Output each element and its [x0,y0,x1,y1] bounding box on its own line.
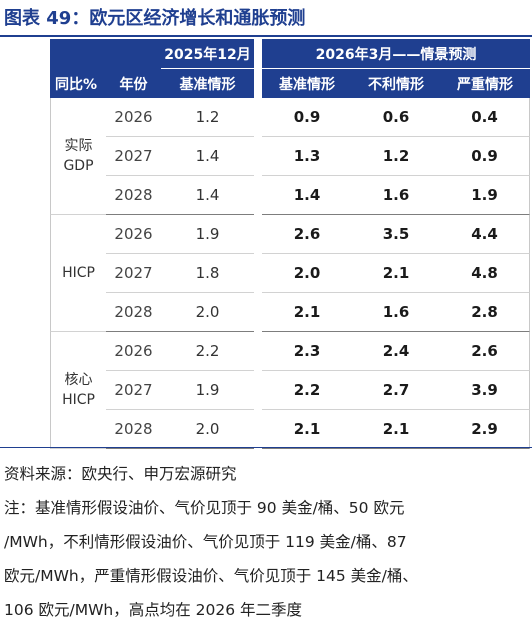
cell-dec-baseline: 1.4 [161,176,254,215]
cell-mar-severe: 1.9 [440,176,531,215]
cell-gap [254,176,262,215]
header-col-mar-adverse: 不利情形 [352,69,440,98]
header-empty-cell [50,39,106,69]
table-row: 2027 1.4 1.3 1.2 0.9 [50,137,531,176]
cell-gap [254,410,262,449]
cell-mar-adverse: 1.6 [352,176,440,215]
group-label-line: HICP [62,265,95,281]
cell-gap [254,371,262,410]
group-label-line: HICP [62,392,95,408]
table-row: 2027 1.9 2.2 2.7 3.9 [50,371,531,410]
header-col-year: 年份 [106,69,161,98]
group-label-line: GDP [63,158,94,174]
header-col-mar-baseline: 基准情形 [262,69,352,98]
cell-dec-baseline: 1.2 [161,98,254,137]
header-group-mar2026: 2026年3月——情景预测 [262,39,531,69]
header-row-groups: 2025年12月 2026年3月——情景预测 [50,39,531,69]
header-col-yoy: 同比% [50,69,106,98]
cell-mar-severe: 4.4 [440,215,531,254]
cell-gap [254,137,262,176]
header-col-dec-baseline: 基准情形 [161,69,254,98]
cell-mar-baseline: 2.3 [262,332,352,371]
note-line: /MWh，不利情形假设油价、气价见顶于 119 美金/桶、87 [4,533,407,551]
cell-mar-severe: 0.4 [440,98,531,137]
cell-mar-adverse: 1.6 [352,293,440,332]
cell-year: 2027 [106,371,161,410]
table-row: 2028 2.0 2.1 2.1 2.9 [50,410,531,449]
note-line: 欧元/MWh，严重情形假设油价、气价见顶于 145 美金/桶、 [4,567,418,585]
cell-mar-adverse: 2.7 [352,371,440,410]
cell-mar-severe: 2.9 [440,410,531,449]
cell-gap [254,293,262,332]
cell-mar-baseline: 1.3 [262,137,352,176]
cell-mar-adverse: 2.1 [352,410,440,449]
cell-mar-severe: 3.9 [440,371,531,410]
source-line: 资料来源：欧央行、申万宏源研究 [4,465,237,483]
cell-dec-baseline: 1.8 [161,254,254,293]
cell-mar-severe: 2.8 [440,293,531,332]
cell-year: 2026 [106,215,161,254]
cell-mar-adverse: 0.6 [352,98,440,137]
cell-year: 2027 [106,254,161,293]
cell-mar-baseline: 2.2 [262,371,352,410]
cell-gap [254,98,262,137]
group-label-line: 实际 [64,138,93,154]
cell-mar-baseline: 0.9 [262,98,352,137]
table-row: HICP 2026 1.9 2.6 3.5 4.4 [50,215,531,332]
header-gap [254,69,262,98]
table-row: 核心 HICP 2026 2.2 2.3 2.4 2.6 [50,332,531,449]
cell-year: 2028 [106,293,161,332]
cell-year: 2028 [106,410,161,449]
table-bottom-rule [0,447,532,448]
cell-dec-baseline: 1.4 [161,137,254,176]
page-title: 图表 49：欧元区经济增长和通胀预测 [4,8,306,29]
note-line: 106 欧元/MWh，高点均在 2026 年二季度 [4,601,303,619]
cell-mar-adverse: 2.4 [352,332,440,371]
cell-gap [254,332,262,371]
table-row: 2028 1.4 1.4 1.6 1.9 [50,176,531,215]
group-label-line: 核心 [64,372,93,388]
forecast-table: 2025年12月 2026年3月——情景预测 同比% 年份 基准情形 基准情形 … [50,39,531,449]
cell-mar-severe: 0.9 [440,137,531,176]
header-gap [254,39,262,69]
row-group-label-core-hicp: 核心 HICP [50,332,106,449]
header-group-dec2025: 2025年12月 [161,39,254,69]
cell-gap [254,254,262,293]
cell-dec-baseline: 2.0 [161,410,254,449]
header-col-mar-severe: 严重情形 [440,69,531,98]
cell-year: 2027 [106,137,161,176]
header-empty-cell [106,39,161,69]
notes-block: 资料来源：欧央行、申万宏源研究 注：基准情形假设油价、气价见顶于 90 美金/桶… [4,457,528,627]
cell-dec-baseline: 1.9 [161,215,254,254]
cell-year: 2026 [106,98,161,137]
row-group-label-gdp: 实际 GDP [50,98,106,215]
cell-mar-baseline: 1.4 [262,176,352,215]
cell-mar-adverse: 2.1 [352,254,440,293]
cell-mar-severe: 4.8 [440,254,531,293]
cell-dec-baseline: 2.0 [161,293,254,332]
title-underline [0,35,532,37]
cell-mar-baseline: 2.1 [262,293,352,332]
header-row-columns: 同比% 年份 基准情形 基准情形 不利情形 严重情形 [50,69,531,98]
cell-mar-adverse: 3.5 [352,215,440,254]
cell-gap [254,215,262,254]
cell-mar-adverse: 1.2 [352,137,440,176]
cell-year: 2026 [106,332,161,371]
cell-mar-severe: 2.6 [440,332,531,371]
table-row: 2027 1.8 2.0 2.1 4.8 [50,254,531,293]
cell-year: 2028 [106,176,161,215]
cell-mar-baseline: 2.6 [262,215,352,254]
cell-mar-baseline: 2.0 [262,254,352,293]
cell-mar-baseline: 2.1 [262,410,352,449]
note-line: 注：基准情形假设油价、气价见顶于 90 美金/桶、50 欧元 [4,499,405,517]
cell-dec-baseline: 2.2 [161,332,254,371]
cell-dec-baseline: 1.9 [161,371,254,410]
table-row: 2028 2.0 2.1 1.6 2.8 [50,293,531,332]
table-row: 实际 GDP 2026 1.2 0.9 0.6 0.4 [50,98,531,215]
row-group-label-hicp: HICP [50,215,106,332]
